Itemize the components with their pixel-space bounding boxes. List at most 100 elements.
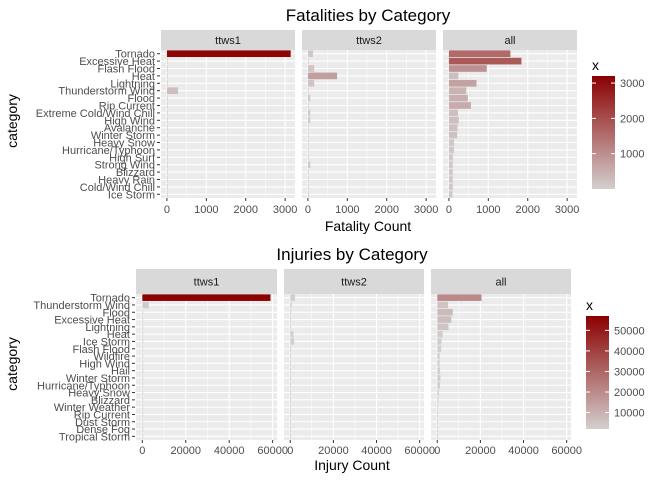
legend-tick-label: 20000 bbox=[614, 387, 645, 399]
bar-all-high-wind bbox=[437, 360, 440, 367]
y-tick-label: Excessive Heat bbox=[79, 56, 155, 68]
y-tick-label: Flash Flood bbox=[98, 64, 155, 76]
bar-ttws1-flood bbox=[142, 308, 144, 316]
y-tick-label: Hurricane/Typhoon bbox=[62, 145, 155, 157]
bar-ttws2-thunderstorm-wind bbox=[290, 301, 292, 309]
x-tick-label: 0 bbox=[287, 445, 293, 457]
bar-all-heat bbox=[437, 330, 443, 338]
bar-ttws1-thunderstorm-wind bbox=[166, 87, 178, 95]
bar-ttws1-high-wind bbox=[166, 116, 168, 124]
facet-strip-label: all bbox=[495, 277, 506, 289]
bar-all-cold-wind-chill bbox=[448, 183, 453, 191]
bar-ttws2-high-surf bbox=[307, 153, 309, 161]
bar-all-hurricane-typhoon bbox=[437, 381, 441, 389]
bar-ttws2-avalanche bbox=[307, 124, 309, 132]
bar-ttws2-blizzard bbox=[290, 396, 292, 404]
legend-tick-label: 1000 bbox=[620, 149, 644, 161]
y-tick-label: Rip Current bbox=[74, 409, 130, 421]
facet-panel-all: all 0 1000 2000 3000 bbox=[443, 30, 579, 216]
facet-strip bbox=[136, 269, 277, 294]
bar-ttws1-heat bbox=[142, 330, 144, 338]
facet-strip bbox=[431, 269, 571, 294]
bar-ttws2-dust-storm bbox=[290, 418, 292, 426]
legend-title: x bbox=[586, 297, 593, 313]
bar-all-blizzard bbox=[437, 396, 439, 404]
bar-all-excessive-heat bbox=[437, 316, 452, 323]
x-tick-label: 0 bbox=[139, 445, 145, 457]
x-axis-title: Injury Count bbox=[314, 457, 390, 473]
bar-ttws2-winter-storm bbox=[307, 131, 309, 139]
bar-all-dense-fog bbox=[437, 425, 439, 433]
bar-all-avalanche bbox=[448, 124, 458, 132]
bar-all-hurricane-typhoon bbox=[448, 146, 455, 154]
y-tick-label: Flood bbox=[102, 307, 130, 319]
y-tick-label: Winter Weather bbox=[54, 402, 131, 414]
y-tick-label: Ice Storm bbox=[108, 189, 155, 201]
bar-ttws2-flash-flood bbox=[307, 65, 315, 72]
y-tick-label: Dust Storm bbox=[75, 417, 130, 429]
y-axis-title: category bbox=[4, 94, 20, 148]
bar-ttws2-hurricane-typhoon bbox=[290, 381, 292, 389]
x-tick-label: 40000 bbox=[214, 445, 245, 457]
bar-ttws1-lightning bbox=[166, 79, 168, 87]
y-tick-label: Flash Flood bbox=[73, 344, 130, 356]
x-tick-label: 60000 bbox=[257, 445, 288, 457]
y-tick-label: Thunderstorm Wind bbox=[33, 300, 130, 312]
facet-strip-label: ttws2 bbox=[356, 35, 382, 47]
bar-all-winter-weather bbox=[437, 403, 439, 411]
chart-title: Fatalities by Category bbox=[286, 6, 451, 25]
fatalities-chart: Fatalities by Category Fatality Count ca… bbox=[4, 6, 644, 234]
bar-ttws2-rip-current bbox=[290, 411, 292, 418]
facet-panel-ttws1: ttws1 0 20000 40000 60000 bbox=[136, 269, 288, 457]
y-axis-title: category bbox=[4, 337, 20, 391]
legend-tick-label: 10000 bbox=[614, 408, 645, 420]
y-tick-label: Avalanche bbox=[104, 123, 155, 135]
panel-background bbox=[443, 50, 577, 198]
legend-ticks: 1000 2000 3000 bbox=[592, 78, 644, 161]
panel-background bbox=[431, 294, 571, 440]
y-tick-label: High Surf bbox=[109, 152, 156, 164]
bar-ttws1-hail bbox=[142, 367, 144, 374]
bar-ttws2-tropical-storm bbox=[290, 433, 292, 440]
chart-title: Injuries by Category bbox=[276, 245, 428, 264]
bar-ttws1-heavy-snow bbox=[142, 389, 144, 396]
y-tick-label: Heavy Snow bbox=[68, 388, 130, 400]
bar-all-thunderstorm-wind bbox=[437, 301, 449, 309]
x-tick-label: 0 bbox=[305, 204, 311, 216]
bar-ttws1-ice-storm bbox=[166, 190, 168, 198]
bar-all-lightning bbox=[437, 323, 449, 331]
bar-all-tornado bbox=[437, 294, 482, 301]
y-tick-label: Lightning bbox=[85, 322, 130, 334]
bar-all-heat bbox=[448, 72, 459, 80]
y-tick-label: High Wind bbox=[79, 358, 130, 370]
bar-ttws1-winter-storm bbox=[142, 374, 144, 382]
y-tick-label: Ice Storm bbox=[83, 336, 130, 348]
bar-ttws2-strong-wind bbox=[307, 161, 311, 169]
bar-ttws2-heavy-snow bbox=[290, 389, 292, 396]
y-tick-label: High Wind bbox=[104, 115, 155, 127]
bar-all-high-wind bbox=[448, 116, 459, 124]
bar-ttws1-ice-storm bbox=[142, 338, 144, 345]
bar-all-tropical-storm bbox=[437, 433, 439, 440]
gridlines bbox=[302, 50, 436, 198]
bar-ttws2-tornado bbox=[290, 294, 296, 301]
bar-ttws2-rip-current bbox=[307, 102, 309, 109]
bar-all-ice-storm bbox=[437, 338, 442, 345]
bar-all-flood bbox=[448, 94, 468, 102]
y-tick-label: Tropical Storm bbox=[59, 431, 130, 443]
x-tick-label: 3000 bbox=[555, 204, 579, 216]
y-tick-label: Dense Fog bbox=[76, 424, 130, 436]
bar-ttws2-hurricane-typhoon bbox=[307, 146, 309, 154]
x-tick-label: 20000 bbox=[465, 445, 496, 457]
facet-strip-label: ttws2 bbox=[341, 277, 367, 289]
bar-ttws2-excessive-heat bbox=[307, 57, 309, 65]
facet-panels: ttws1 0 20000 40000 60000 ttws2 0 20000 40000 600… bbox=[136, 269, 582, 457]
gridlines bbox=[284, 294, 424, 440]
bar-ttws1-wildfire bbox=[142, 352, 144, 360]
y-tick-label: Winter Storm bbox=[91, 130, 155, 142]
bar-ttws1-high-wind bbox=[142, 360, 144, 367]
facet-panel-ttws2: ttws2 0 1000 2000 3000 bbox=[302, 30, 438, 216]
panel-background bbox=[302, 50, 436, 198]
bar-all-rip-current bbox=[437, 411, 439, 418]
